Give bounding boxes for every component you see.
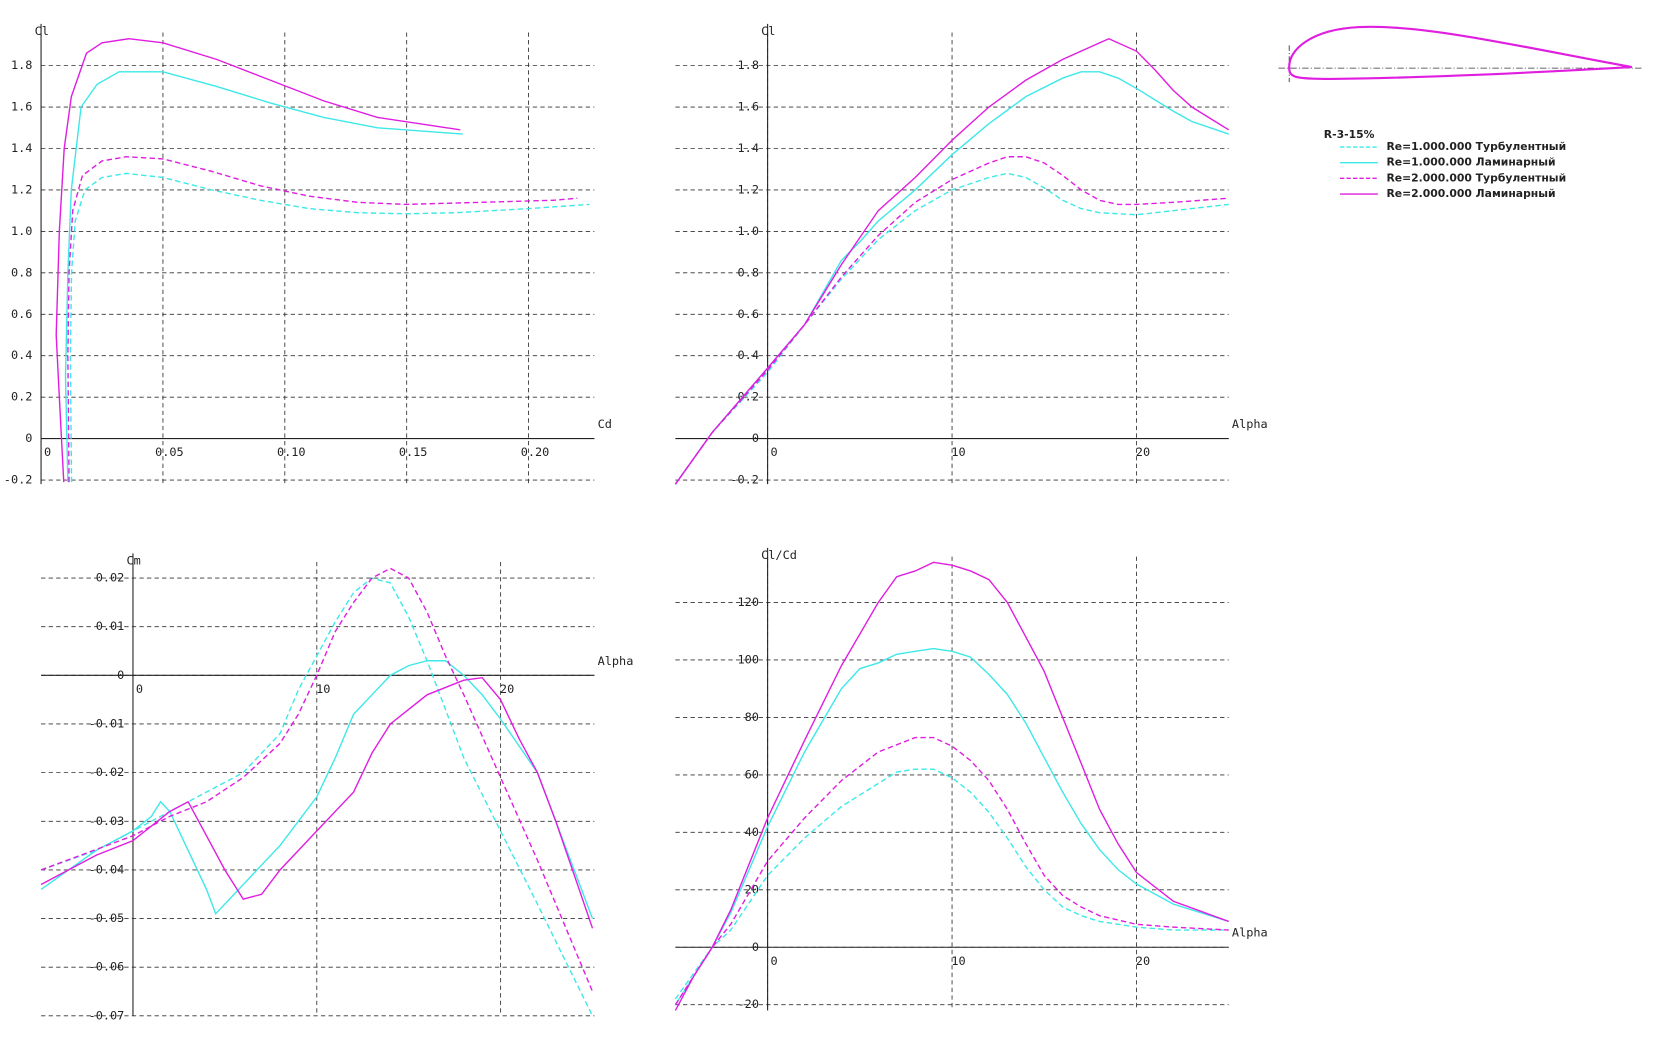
y-tick-label: 0.4 xyxy=(11,348,32,362)
y-axis-label: Cm xyxy=(126,553,140,567)
y-axis-label: Cl/Cd xyxy=(761,548,797,562)
series-line xyxy=(674,561,1229,1011)
y-axis-label: Cl xyxy=(761,24,775,38)
series-line xyxy=(55,38,461,483)
y-tick-label: 1.4 xyxy=(11,141,32,155)
series-line xyxy=(69,172,590,483)
y-tick-label: 0.8 xyxy=(738,265,759,279)
airfoil xyxy=(1278,25,1643,83)
series-line xyxy=(64,71,463,483)
y-tick-label: 40 xyxy=(745,825,759,839)
x-tick-label: 0.20 xyxy=(521,445,550,459)
y-tick-label: 0.02 xyxy=(96,571,125,585)
y-axis-label: Cl xyxy=(35,24,49,38)
y-tick-label: 1.2 xyxy=(738,182,759,196)
x-axis-label: Alpha xyxy=(598,654,634,668)
y-tick-label: 120 xyxy=(738,595,759,609)
y-tick-label: 0.8 xyxy=(11,265,32,279)
series-line xyxy=(674,647,1229,1006)
x-tick-label: 20 xyxy=(1136,954,1150,968)
y-tick-label: -0.01 xyxy=(89,716,125,730)
y-tick-label: -0.05 xyxy=(89,911,125,925)
y-tick-label: 60 xyxy=(745,767,759,781)
y-tick-label: 80 xyxy=(745,710,759,724)
x-axis-label: Cd xyxy=(598,417,612,431)
y-tick-label: -20 xyxy=(738,997,759,1011)
x-tick-label: 0 xyxy=(771,954,778,968)
y-tick-label: 0.01 xyxy=(96,619,125,633)
y-tick-label: -0.2 xyxy=(730,473,759,487)
y-tick-label: -0.04 xyxy=(89,862,125,876)
series-line xyxy=(674,37,1230,485)
y-tick-label: 100 xyxy=(738,652,759,666)
y-tick-label: 1.6 xyxy=(738,100,759,114)
legend-title: R-3-15% xyxy=(1324,128,1375,141)
series-line xyxy=(674,156,1229,485)
x-tick-label: 0 xyxy=(771,445,778,459)
x-tick-label: 10 xyxy=(316,682,330,696)
x-tick-label: 0 xyxy=(44,445,51,459)
y-tick-label: 0 xyxy=(25,431,32,445)
y-tick-label: 0.4 xyxy=(738,348,759,362)
y-tick-label: -0.07 xyxy=(89,1008,125,1022)
chart: 0.02 0.01 0 -0.01 -0.02 -0.03 -0.04 -0.05 -0.06 -… xyxy=(40,553,634,1022)
chart: -0.200.20.40.60.81.01.21.41.61.801020ClA… xyxy=(674,23,1268,487)
y-tick-label: 0.2 xyxy=(11,390,32,404)
y-tick-label: 0.6 xyxy=(11,307,32,321)
y-tick-label: 1.4 xyxy=(738,141,759,155)
chart: -0.2 0 0.2 0.4 0.6 0.8 1.0 1.2 1.4 1.6 1.8 0 0.05 0.1… xyxy=(4,23,612,487)
y-tick-label: 1.8 xyxy=(11,58,32,72)
x-tick-label: 10 xyxy=(951,445,965,459)
series-line xyxy=(67,156,578,483)
y-tick-label: -0.03 xyxy=(89,814,125,828)
x-tick-label: 20 xyxy=(1136,445,1150,459)
y-tick-label: -0.02 xyxy=(89,765,125,779)
y-tick-label: 1.0 xyxy=(11,224,32,238)
series-line xyxy=(40,660,594,919)
legend-label: Re=2.000.000 Ламинарный xyxy=(1386,187,1555,200)
x-tick-label: 0 xyxy=(136,682,143,696)
x-tick-label: 20 xyxy=(500,682,514,696)
airfoil-shape xyxy=(1288,25,1632,81)
y-tick-label: -0.06 xyxy=(89,960,125,974)
series-line xyxy=(674,736,1229,1006)
y-tick-label: 1.2 xyxy=(11,182,32,196)
legend-label: Re=1.000.000 Ламинарный xyxy=(1386,156,1555,169)
legend-label: Re=1.000.000 Турбулентный xyxy=(1386,140,1566,153)
y-tick-label: 1.8 xyxy=(738,58,759,72)
y-tick-label: 1.6 xyxy=(11,100,32,114)
series-line xyxy=(40,567,594,992)
x-tick-label: 0.05 xyxy=(155,445,184,459)
legend-label: Re=2.000.000 Турбулентный xyxy=(1386,171,1566,184)
x-axis-label: Alpha xyxy=(1232,926,1268,940)
x-tick-label: 0.10 xyxy=(277,445,306,459)
series-line xyxy=(674,768,1229,1000)
x-tick-label: 0.15 xyxy=(399,445,428,459)
y-tick-label: -0.2 xyxy=(4,473,33,487)
y-tick-label: 1.0 xyxy=(738,224,759,238)
y-tick-label: 0.6 xyxy=(738,307,759,321)
legend: R-3-15% Re=1.000.000 Турбулентный Re=1.00… xyxy=(1324,128,1566,200)
x-tick-label: 10 xyxy=(951,954,965,968)
x-axis-label: Alpha xyxy=(1232,417,1268,431)
series-line xyxy=(40,676,594,929)
